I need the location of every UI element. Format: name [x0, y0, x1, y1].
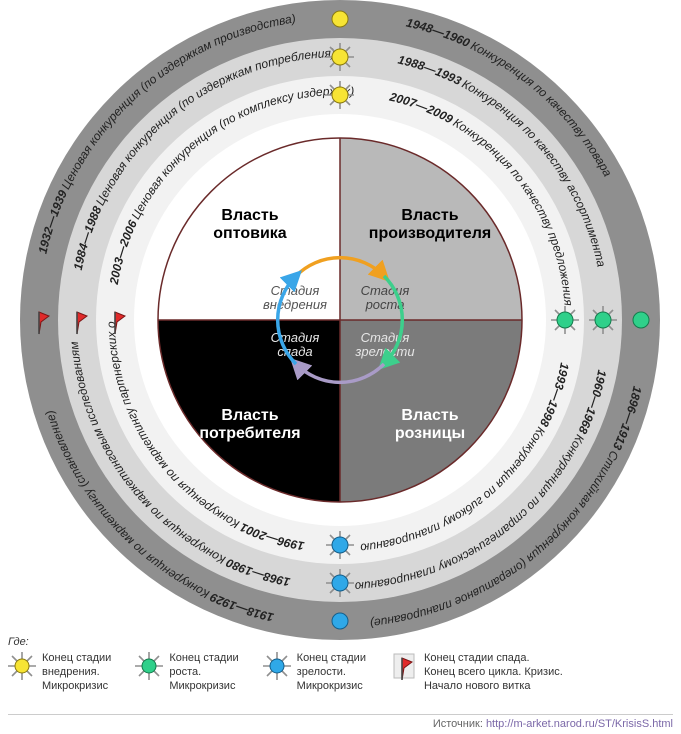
- tr-stage: Стадия: [361, 283, 410, 298]
- br-title-a: Власть: [401, 407, 458, 424]
- yellow-star-icon: [8, 652, 36, 680]
- source-prefix: Источник:: [433, 718, 486, 730]
- svg-text:Стадиявнедрения: Стадиявнедрения: [263, 283, 327, 312]
- legend-item-yellow: Конец стадии внедрения. Микрокризис: [8, 652, 111, 693]
- source-line: Источник: http://m-arket.narod.ru/ST/Kri…: [8, 714, 673, 730]
- red-flag-icon: [390, 652, 418, 680]
- tl-stage2: внедрения: [263, 297, 327, 312]
- svg-text:Властьрозницы: Властьрозницы: [395, 407, 465, 442]
- legend-title: Где:: [8, 636, 673, 648]
- legend: Где: Конец стадии внедрения. Микрокризис…: [8, 636, 673, 693]
- tl-title-a: Власть: [221, 207, 278, 224]
- blue-star-icon: [263, 652, 291, 680]
- green-star-icon: [135, 652, 163, 680]
- core: [158, 138, 522, 502]
- legend-text-1: Конец стадии роста. Микрокризис: [169, 652, 238, 693]
- legend-text-2: Конец стадии зрелости. Микрокризис: [297, 652, 366, 693]
- diagram-stage: 1932—1939 Ценовая конкуренция (по издерж…: [0, 0, 681, 734]
- br-stage2: зрелости: [354, 344, 414, 359]
- legend-text-3: Конец стадии спада. Конец всего цикла. К…: [424, 652, 563, 693]
- legend-item-red: Конец стадии спада. Конец всего цикла. К…: [390, 652, 563, 693]
- tr-title-a: Власть: [401, 207, 458, 224]
- tl-title-b: оптовика: [213, 225, 287, 242]
- br-title-b: розницы: [395, 425, 465, 442]
- bl-title-b: потребителя: [199, 425, 300, 442]
- tl-stage: Стадия: [271, 283, 320, 298]
- tr-title-b: производителя: [369, 225, 491, 242]
- circular-diagram: 1932—1939 Ценовая конкуренция (по издерж…: [0, 0, 681, 640]
- legend-text-0: Конец стадии внедрения. Микрокризис: [42, 652, 111, 693]
- svg-text:Властьоптовика: Властьоптовика: [213, 207, 287, 242]
- legend-item-blue: Конец стадии зрелости. Микрокризис: [263, 652, 366, 693]
- source-link[interactable]: http://m-arket.narod.ru/ST/KrisisS.html: [486, 718, 673, 730]
- legend-item-green: Конец стадии роста. Микрокризис: [135, 652, 238, 693]
- svg-text:Стадиязрелости: Стадиязрелости: [354, 330, 414, 359]
- bl-title-a: Власть: [221, 407, 278, 424]
